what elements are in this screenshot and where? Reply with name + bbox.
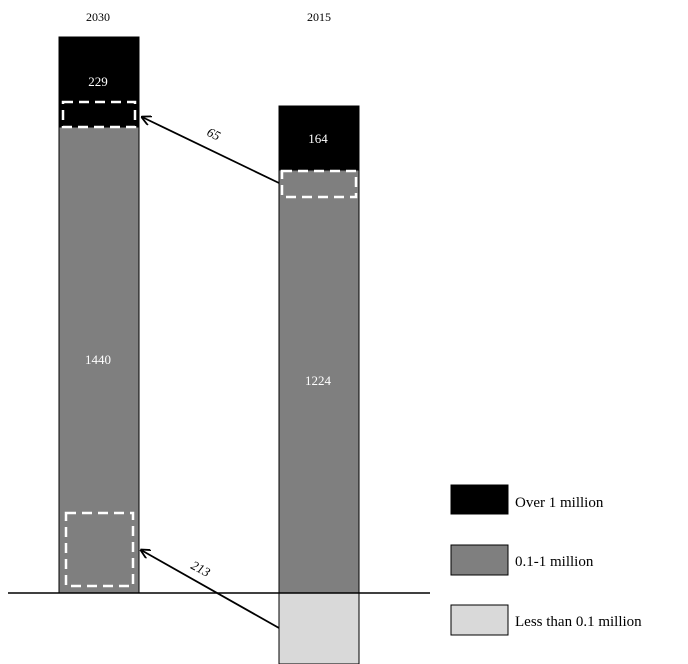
legend-swatch-over-1-million [450, 484, 509, 515]
arrow-label-213: 213 [189, 557, 214, 580]
legend-swatch-less-than-0.1-million [450, 604, 509, 636]
data-label-2030-0.1-1-million: 1440 [85, 352, 111, 367]
bar-2015-0.1-1-million [278, 169, 360, 594]
legend-label-less-than-0.1-million: Less than 0.1 million [515, 614, 642, 630]
legend: Over 1 million 0.1-1 million Less than 0… [450, 484, 642, 636]
category-label-2030: 2030 [86, 10, 110, 24]
category-label-2015: 2015 [307, 10, 331, 24]
dashed-box-2030-bottom [64, 511, 135, 588]
legend-label-0.1-1-million: 0.1-1 million [515, 554, 594, 570]
bar-2015-over-1-million [278, 105, 360, 171]
bar-2030-over-1-million [58, 36, 140, 128]
dashed-box-2030-top [61, 100, 137, 129]
arrow-label-65: 65 [205, 124, 224, 143]
arrow-213 [141, 550, 280, 629]
bar-2015-less-than-0.1-million [278, 592, 360, 664]
legend-swatch-0.1-1-million [450, 544, 509, 576]
data-label-2030-over-1-million: 229 [88, 74, 108, 89]
arrow-65 [142, 117, 280, 184]
dashed-box-2015-top [280, 169, 358, 199]
legend-label-over-1-million: Over 1 million [515, 495, 604, 511]
data-label-2015-0.1-1-million: 1224 [305, 373, 332, 388]
data-label-2015-over-1-million: 164 [308, 131, 328, 146]
bar-2030-0.1-1-million [58, 126, 140, 594]
